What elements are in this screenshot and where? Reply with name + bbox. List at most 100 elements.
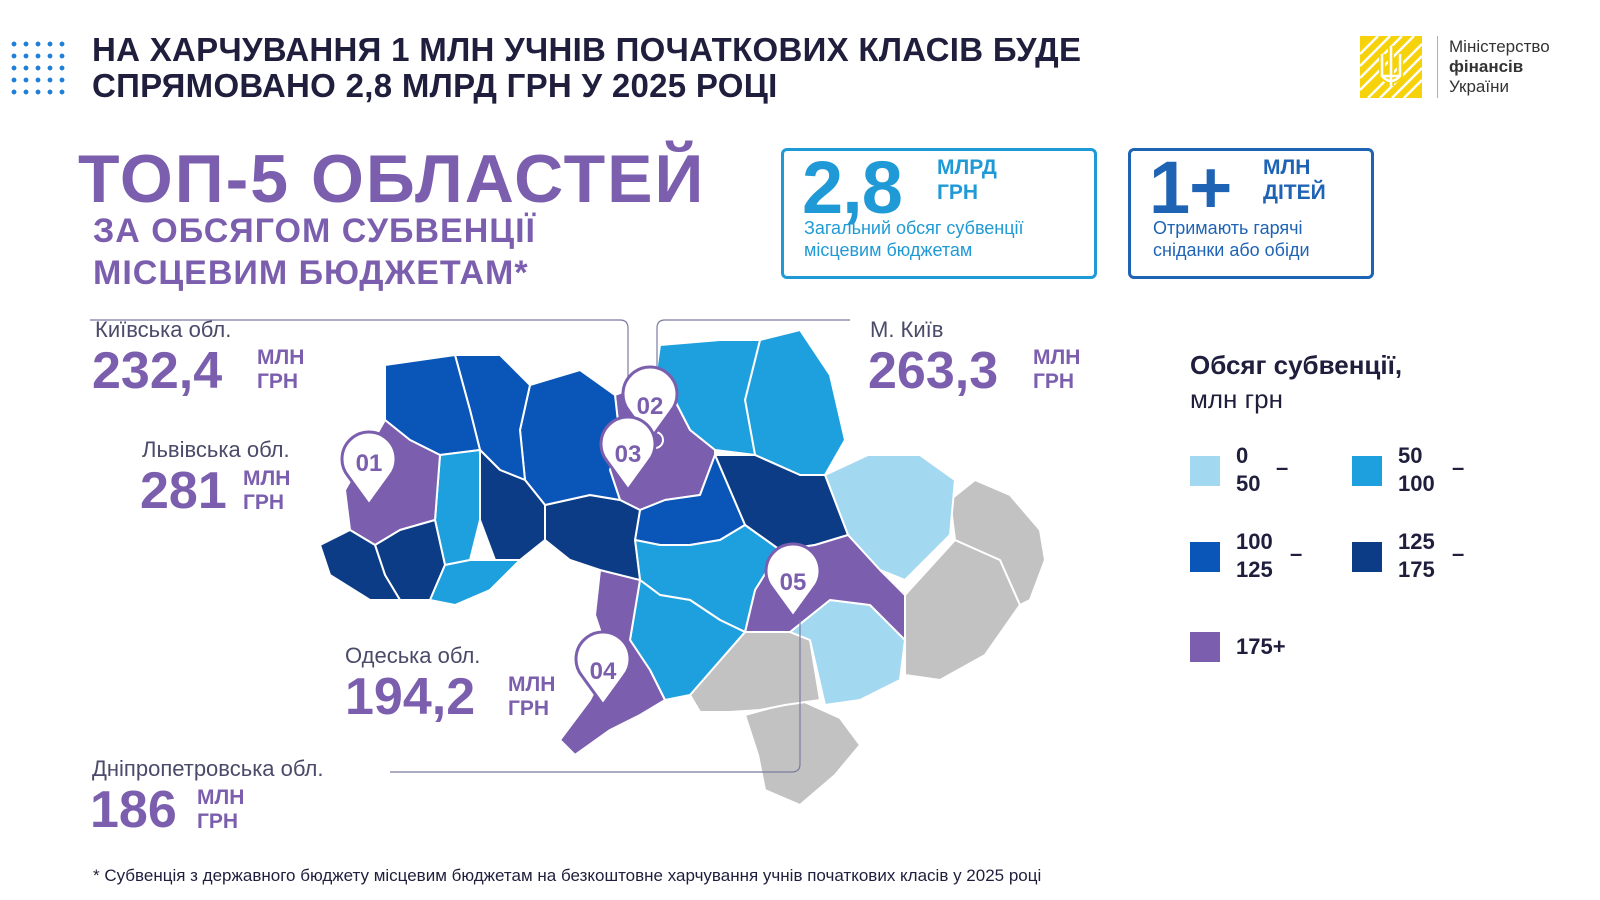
region-crimea: [744, 699, 861, 806]
card-total-value: 2,8: [802, 146, 903, 229]
headline: НА ХАРЧУВАННЯ 1 МЛН УЧНІВ ПОЧАТКОВИХ КЛА…: [92, 32, 1212, 104]
ministry-name: Міністерство фінансів України: [1449, 37, 1550, 97]
card-children-unit-line-2: ДІТЕЙ: [1263, 181, 1326, 204]
marker-01: 01: [340, 430, 398, 508]
kyiv-city-unit-line-1: МЛН: [1033, 346, 1081, 369]
card-children-value: 1+: [1149, 146, 1232, 229]
kyiv-city-unit: МЛН ГРН: [1033, 346, 1080, 394]
legend-100-125-from: 100: [1236, 529, 1273, 554]
legend-label-125-175: 125 175: [1398, 528, 1435, 584]
legend-label-175-plus: 175+: [1236, 634, 1286, 659]
legend-dash-125-175: –: [1452, 541, 1465, 566]
region-chernivtsi: [429, 559, 521, 606]
kyiv-city-unit-line-2: ГРН: [1033, 370, 1075, 393]
region-vinnytsia: [544, 494, 641, 581]
card-total-unit-line-1: МЛРД: [937, 156, 997, 179]
dot-pattern-decoration: [8, 38, 68, 98]
legend-title: Обсяг субвенції,: [1190, 350, 1403, 380]
legend-swatch-125-175: [1352, 542, 1382, 572]
odesa-unit-line-2: ГРН: [508, 697, 550, 720]
marker-04-label: 04: [590, 658, 617, 685]
region-zakarpattia: [319, 529, 401, 601]
top5-subtitle: ЗА ОБСЯГОМ СУБВЕНЦІЇ МІСЦЕВИМ БЮДЖЕТАМ*: [93, 210, 536, 294]
subtitle-line-1: ЗА ОБСЯГОМ СУБВЕНЦІЇ: [93, 212, 536, 250]
region-luhansk: [949, 479, 1046, 606]
headline-line-1: НА ХАРЧУВАННЯ 1 МЛН УЧНІВ ПОЧАТКОВИХ КЛА…: [92, 31, 1082, 68]
subtitle-line-2: МІСЦЕВИМ БЮДЖЕТАМ*: [93, 254, 529, 292]
total-subvention-card: 2,8 МЛРД ГРН Загальний обсяг субвенції м…: [781, 146, 1097, 279]
legend-swatch-50-100: [1352, 456, 1382, 486]
legend-unit: млн грн: [1190, 384, 1283, 414]
legend-0-50-from: 0: [1236, 443, 1249, 468]
kyiv-oblast-unit: МЛН ГРН: [257, 346, 304, 394]
lviv-value: 281: [140, 462, 227, 520]
odesa-unit: МЛН ГРН: [508, 673, 555, 721]
region-sumy: [744, 329, 846, 476]
card-total-desc-line-2: місцевим бюджетам: [804, 240, 973, 260]
lviv-unit-line-1: МЛН: [243, 467, 291, 490]
legend-dash-50-100: –: [1452, 455, 1465, 480]
card-children-desc-line-2: сніданки або обіди: [1153, 240, 1310, 260]
children-count-card: 1+ МЛН ДІТЕЙ Отримають гарячі сніданки а…: [1128, 146, 1374, 279]
kyiv-oblast-unit-line-1: МЛН: [257, 346, 305, 369]
kyiv-oblast-unit-line-2: ГРН: [257, 370, 299, 393]
card-total-unit-line-2: ГРН: [937, 181, 979, 204]
card-children-unit-line-1: МЛН: [1263, 156, 1311, 179]
marker-03: 03: [599, 415, 657, 493]
dnipro-unit: МЛН ГРН: [197, 786, 244, 834]
leader-line-kyiv-oblast: [90, 319, 629, 395]
marker-05: 05: [764, 542, 822, 620]
marker-04: 04: [574, 630, 632, 708]
legend-0-50-to: 50: [1236, 471, 1261, 496]
lviv-unit: МЛН ГРН: [243, 467, 290, 515]
leader-line-kyiv-city: [656, 319, 850, 432]
kyiv-city-name: М. Київ: [870, 317, 944, 342]
legend-dash-100-125: –: [1290, 541, 1303, 566]
odesa-unit-line-1: МЛН: [508, 673, 556, 696]
dnipro-value: 186: [90, 781, 177, 839]
marker-02-label: 02: [637, 393, 664, 420]
card-children-desc-line-1: Отримають гарячі: [1153, 218, 1303, 238]
legend-125-175-to: 175: [1398, 557, 1435, 582]
kyiv-city-value: 263,3: [868, 342, 999, 400]
marker-02: 02: [621, 365, 679, 443]
legend-50-100-to: 100: [1398, 471, 1435, 496]
card-children-desc: Отримають гарячі сніданки або обіди: [1153, 217, 1310, 261]
card-total-desc-line-1: Загальний обсяг субвенції: [804, 218, 1024, 238]
odesa-name: Одеська обл.: [345, 643, 481, 668]
lviv-name: Львівська обл.: [142, 437, 290, 462]
ministry-line-1: Міністерство: [1449, 37, 1550, 56]
marker-03-label: 03: [615, 441, 642, 468]
headline-line-2: СПРЯМОВАНО 2,8 МЛРД ГРН У 2025 РОЦІ: [92, 67, 778, 104]
dnipro-name: Дніпропетровська обл.: [92, 756, 324, 781]
top5-title: ТОП-5 ОБЛАСТЕЙ: [78, 141, 706, 217]
legend-label-100-125: 100 125: [1236, 528, 1273, 584]
logo-divider: [1437, 36, 1438, 98]
marker-01-label: 01: [356, 450, 383, 477]
ministry-line-2: фінансів: [1449, 57, 1524, 76]
legend-125-175-from: 125: [1398, 529, 1435, 554]
odesa-value: 194,2: [345, 668, 476, 726]
card-children-unit: МЛН ДІТЕЙ: [1263, 155, 1326, 205]
legend-swatch-0-50: [1190, 456, 1220, 486]
legend-label-0-50: 0 50: [1236, 442, 1260, 498]
card-total-unit: МЛРД ГРН: [937, 155, 997, 205]
leader-line-dnipro: [390, 620, 801, 773]
legend-dash-0-50: –: [1276, 455, 1289, 480]
trident-logo-icon: [1360, 36, 1422, 98]
legend-100-125-to: 125: [1236, 557, 1273, 582]
legend-swatch-175-plus: [1190, 632, 1220, 662]
lviv-unit-line-2: ГРН: [243, 491, 285, 514]
dnipro-unit-line-2: ГРН: [197, 810, 239, 833]
card-total-desc: Загальний обсяг субвенції місцевим бюдже…: [804, 217, 1024, 261]
legend-label-50-100: 50 100: [1398, 442, 1435, 498]
region-khmelnytskyi: [479, 449, 546, 561]
footnote: * Субвенція з державного бюджету місцеви…: [93, 866, 1042, 885]
ministry-line-3: України: [1449, 77, 1509, 96]
legend-swatch-100-125: [1190, 542, 1220, 572]
kyiv-oblast-name: Київська обл.: [95, 317, 232, 342]
kyiv-oblast-value: 232,4: [92, 342, 223, 400]
marker-05-label: 05: [780, 569, 807, 596]
legend-50-100-from: 50: [1398, 443, 1423, 468]
